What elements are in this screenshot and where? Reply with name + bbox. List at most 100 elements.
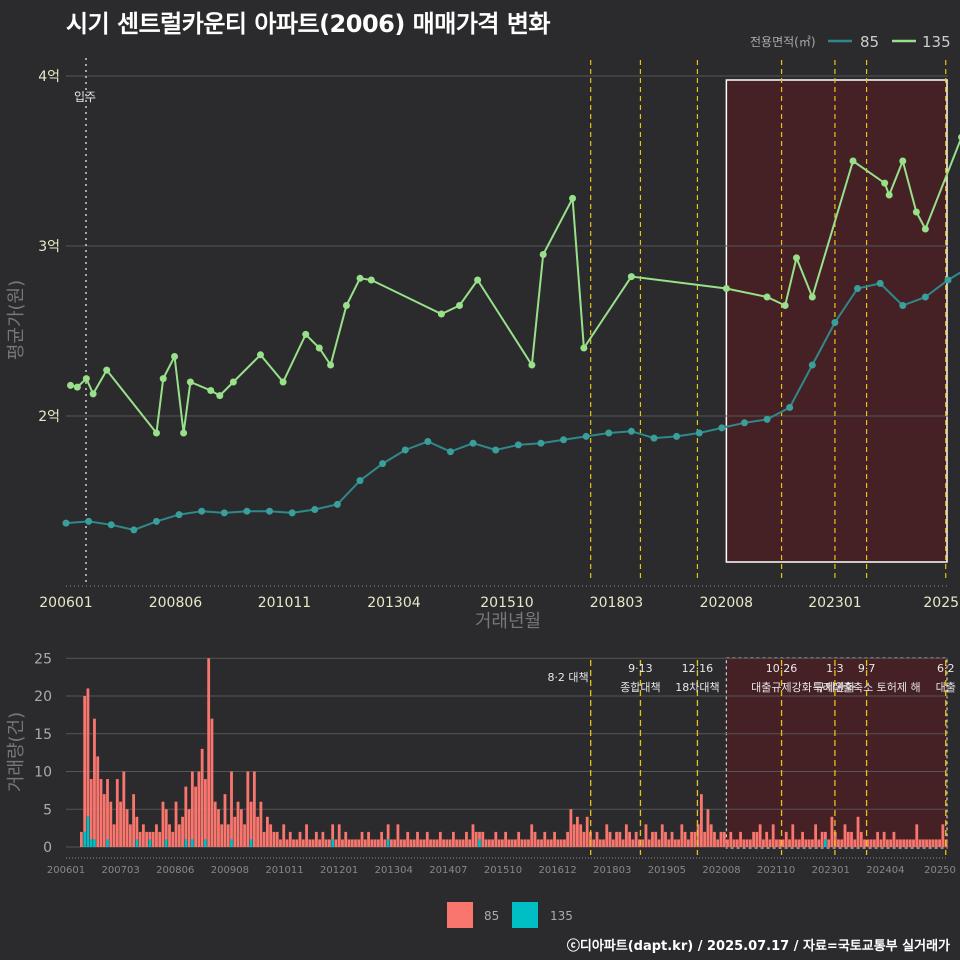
x-tick-label: 202301 (808, 595, 861, 611)
series-135-point (82, 375, 90, 383)
bar-135 (184, 839, 188, 847)
policy-label: 9·7 (858, 662, 876, 675)
bar-85 (282, 824, 286, 847)
bar-85 (422, 839, 426, 847)
series-135-point (569, 194, 577, 202)
policy-sublabel: 특례대출축소 토허제 해 (812, 680, 920, 694)
bar-85 (226, 824, 230, 847)
bar-85 (514, 839, 517, 847)
series-135-point (627, 273, 635, 281)
series-135-point (207, 387, 215, 394)
series-85-point (333, 500, 341, 508)
bar-85 (768, 839, 772, 847)
bar-85 (889, 839, 893, 847)
bar-135 (93, 839, 96, 847)
bar-135 (824, 839, 827, 847)
series-85-point (288, 509, 296, 517)
bar-85 (507, 839, 511, 847)
bar-85 (758, 824, 762, 847)
policy-label: 9·13 (628, 662, 653, 675)
legend-bar-85-label: 85 (484, 909, 499, 923)
bar-85 (174, 801, 178, 847)
bar-85 (484, 839, 488, 847)
bar-85 (925, 839, 928, 847)
bar-85 (660, 824, 664, 847)
legend-bar-85-swatch (447, 902, 473, 928)
bar-85 (631, 839, 635, 847)
bar-85 (357, 839, 361, 847)
series-85-point (514, 441, 522, 449)
bar-85 (566, 831, 570, 847)
series-135-point (216, 392, 224, 400)
bar-85 (748, 839, 752, 847)
bar-85 (628, 831, 632, 847)
bar-135 (135, 839, 139, 847)
series-135-point (315, 344, 323, 352)
bar-85 (520, 839, 524, 847)
bar-85 (755, 831, 759, 847)
bar-85 (745, 839, 749, 847)
bar-85 (249, 801, 253, 840)
bar-85 (716, 839, 720, 847)
bar-85 (445, 839, 449, 847)
bar-85 (696, 824, 700, 847)
bar-85 (204, 779, 207, 840)
bar-85 (311, 839, 315, 847)
series-85-point (627, 427, 635, 435)
bar-85 (106, 779, 109, 840)
bar-85 (194, 786, 198, 847)
bar-85 (210, 718, 214, 847)
bar-85 (295, 839, 299, 847)
bar-85 (530, 824, 534, 847)
bar-85 (791, 824, 795, 847)
bar-85 (902, 839, 906, 847)
y-tick-label-bottom: 25 (34, 651, 52, 667)
bar-85 (592, 839, 596, 847)
series-135-point (580, 344, 588, 352)
series-135-point (229, 378, 237, 386)
series-85-point (944, 276, 952, 284)
bar-85 (670, 831, 674, 847)
bar-85 (109, 801, 113, 847)
bar-85 (918, 839, 922, 847)
bar-85 (455, 839, 459, 847)
bar-85 (171, 831, 175, 847)
bar-85 (824, 831, 827, 840)
series-135-point (912, 208, 920, 216)
bar-85 (500, 839, 504, 847)
bar-85 (217, 809, 220, 847)
source-caption: ⓒ디아파트(dapt.kr) / 2025.07.17 / 자료=국토교통부 실… (566, 939, 950, 954)
series-135-point (356, 274, 364, 282)
bar-85 (399, 839, 403, 847)
x-tick-label-bottom: 201201 (320, 865, 358, 876)
bar-85 (690, 831, 694, 847)
bar-85 (556, 839, 560, 847)
bar-85 (102, 794, 106, 847)
bar-85 (125, 809, 129, 847)
series-85-point (356, 477, 364, 485)
bar-85 (579, 824, 583, 847)
series-85-point (605, 429, 613, 437)
series-85-point (808, 361, 816, 369)
series-85-point (921, 293, 929, 301)
bar-85 (559, 839, 563, 847)
bar-85 (266, 816, 269, 847)
bar-85 (680, 824, 684, 847)
bar-85 (677, 839, 680, 847)
bar-85 (328, 839, 331, 847)
series-85-point (311, 506, 319, 513)
policy-label: 8·2 대책 (547, 671, 588, 684)
bar-85 (709, 824, 713, 847)
bar-85 (624, 824, 628, 847)
series-135-point (186, 378, 194, 386)
bar-85 (292, 839, 295, 847)
series-135-point (885, 191, 893, 199)
bar-85 (804, 839, 808, 847)
bar-85 (801, 831, 804, 847)
bar-85 (814, 824, 818, 847)
bar-85 (569, 809, 573, 847)
bar-85 (771, 824, 775, 847)
bar-85 (882, 831, 886, 847)
series-135-point (808, 293, 816, 301)
bar-85 (367, 831, 370, 847)
